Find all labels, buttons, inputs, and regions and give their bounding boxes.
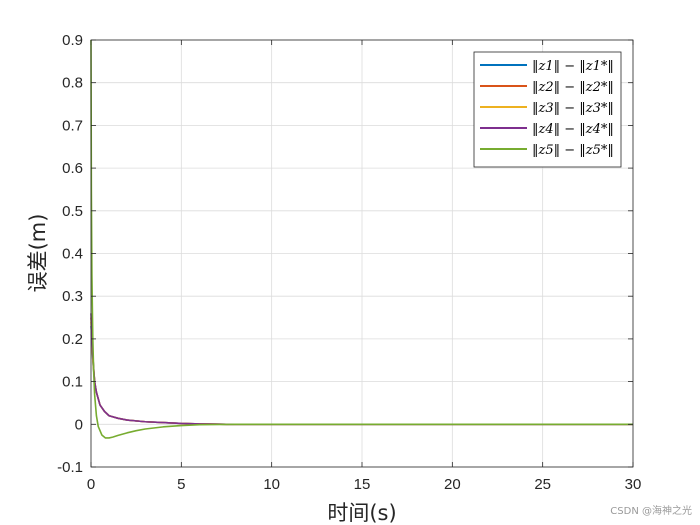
x-tick-label: 15 <box>354 476 371 493</box>
legend: ‖z1‖ − ‖z1*‖ ‖z2‖ − ‖z2*‖ ‖z3‖ − ‖z3*‖ ‖z4‖… <box>473 51 622 168</box>
legend-entry-1: ‖z1‖ − ‖z1*‖ <box>532 59 614 74</box>
x-tick-labels: 0 5 10 15 20 25 30 <box>87 476 642 493</box>
y-tick-label: 0.6 <box>62 160 83 177</box>
y-tick-label: 0.8 <box>62 75 83 92</box>
y-axis-label: 误差(m) <box>26 214 50 293</box>
x-tick-label: 20 <box>444 476 461 493</box>
series-line-5 <box>90 39 633 439</box>
y-tick-label: 0.9 <box>62 32 83 49</box>
legend-entry-2: ‖z2‖ − ‖z2*‖ <box>532 80 614 95</box>
x-tick-label: 5 <box>177 476 185 493</box>
x-tick-label: 25 <box>534 476 551 493</box>
series-layer <box>90 39 633 439</box>
y-tick-label: 0.5 <box>62 203 83 220</box>
legend-entry-3: ‖z3‖ − ‖z3*‖ <box>532 101 614 116</box>
watermark: CSDN @海神之光 <box>610 506 692 517</box>
legend-entry-5: ‖z5‖ − ‖z5*‖ <box>532 143 614 158</box>
y-tick-label: 0.3 <box>62 288 83 305</box>
y-tick-label: 0.2 <box>62 331 83 348</box>
y-tick-labels: -0.1 0 0.1 0.2 0.3 0.4 0.5 0.6 0.7 0.8 0.9 <box>57 32 83 476</box>
x-tick-label: 0 <box>87 476 95 493</box>
y-tick-label: 0.1 <box>62 374 83 391</box>
y-tick-label: -0.1 <box>57 459 83 476</box>
tick-marks <box>90 39 634 468</box>
y-tick-label: 0 <box>75 416 83 433</box>
x-tick-label: 30 <box>625 476 642 493</box>
y-tick-label: 0.4 <box>62 246 83 263</box>
x-axis-label: 时间(s) <box>327 501 396 525</box>
y-tick-label: 0.7 <box>62 117 83 134</box>
legend-box <box>473 51 622 168</box>
legend-entry-4: ‖z4‖ − ‖z4*‖ <box>532 122 614 137</box>
x-tick-label: 10 <box>263 476 280 493</box>
